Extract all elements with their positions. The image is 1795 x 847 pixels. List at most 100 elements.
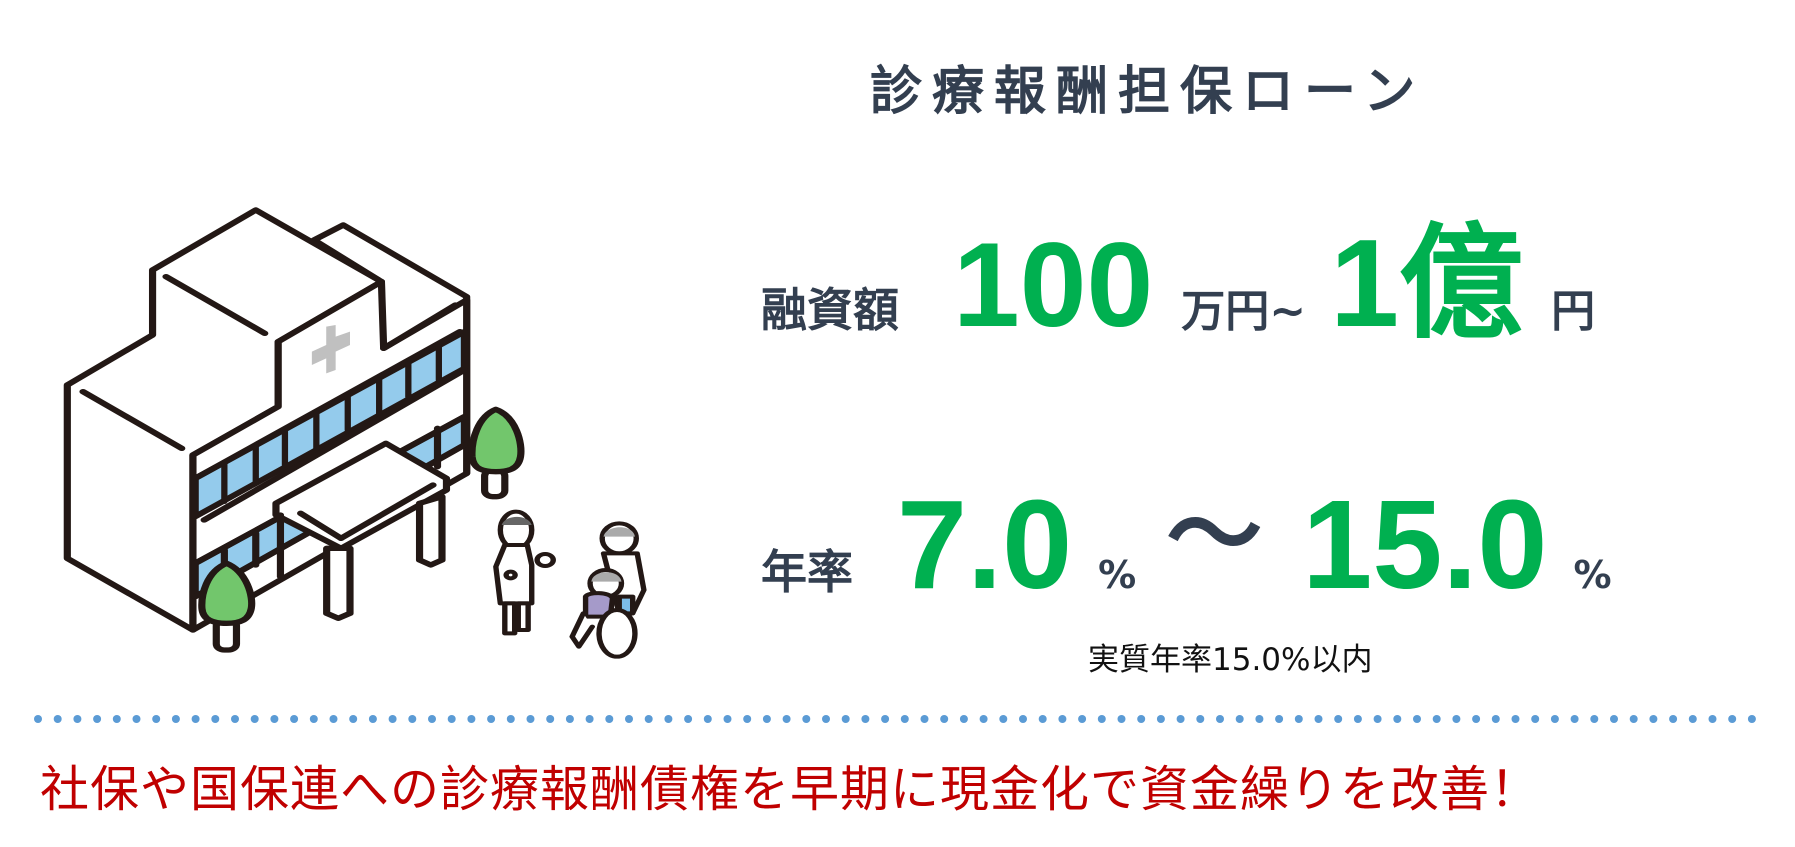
hospital-illustration xyxy=(63,207,647,659)
divider-dot xyxy=(73,715,82,723)
divider-dot xyxy=(152,715,161,723)
divider-dot xyxy=(270,715,279,723)
divider-dot xyxy=(1413,715,1421,723)
loan-amount-max: 1億 xyxy=(1330,215,1524,353)
divider-dot xyxy=(1610,715,1618,723)
effective-rate-note: 実質年率15.0%以内 xyxy=(1088,642,1373,678)
divider-dot xyxy=(1373,715,1382,723)
divider-dot xyxy=(585,715,594,723)
divider-dot xyxy=(1649,715,1658,723)
divider-dot xyxy=(703,715,712,723)
loan-amount-min: 100 xyxy=(953,218,1154,352)
divider-dot xyxy=(191,715,200,723)
divider-dot xyxy=(644,715,653,723)
hospital-building-icon xyxy=(63,207,471,633)
divider-dot xyxy=(881,715,890,723)
divider-dot xyxy=(1235,715,1244,723)
divider-dot xyxy=(467,715,476,723)
divider-dot xyxy=(1728,715,1737,723)
loan-amount-max-unit: 円 xyxy=(1551,286,1596,337)
divider-dot xyxy=(1019,715,1027,723)
divider-dot xyxy=(1334,715,1343,723)
tree-icon xyxy=(468,406,525,500)
divider-dot xyxy=(1097,715,1106,723)
interest-rate-max-unit: % xyxy=(1573,553,1612,597)
divider-dot xyxy=(841,715,850,723)
divider-dot xyxy=(684,715,693,723)
divider-dot xyxy=(329,715,338,723)
divider-dot xyxy=(1176,715,1185,723)
divider-dot xyxy=(1393,715,1402,723)
divider-dot xyxy=(900,715,909,723)
divider-dot xyxy=(1511,715,1520,723)
divider-dot xyxy=(565,715,574,723)
divider-dot xyxy=(132,715,141,723)
divider-dot xyxy=(1275,715,1284,723)
dotted-divider xyxy=(34,715,1756,723)
loan-amount-row: 融資額 100 万円~ 1億 円 xyxy=(761,222,1595,346)
divider-dot xyxy=(1432,715,1441,723)
divider-dot xyxy=(1255,715,1264,723)
divider-dot xyxy=(526,715,535,723)
divider-dot xyxy=(861,715,870,723)
divider-dot xyxy=(1669,715,1678,723)
divider-dot xyxy=(1570,715,1579,723)
nurse-icon xyxy=(493,509,556,636)
divider-dot xyxy=(1708,715,1717,723)
divider-dot xyxy=(53,715,62,723)
divider-dot xyxy=(1472,715,1481,723)
divider-dot xyxy=(1550,715,1559,723)
divider-dot xyxy=(309,715,318,723)
divider-dot xyxy=(802,715,811,723)
divider-dot xyxy=(388,715,397,723)
divider-dot xyxy=(368,715,377,723)
divider-dot xyxy=(428,715,436,723)
divider-dot xyxy=(920,715,929,723)
loan-amount-min-unit: 万円~ xyxy=(1181,286,1307,337)
divider-dot xyxy=(250,715,259,723)
divider-dot xyxy=(290,715,299,723)
interest-rate-min-unit: % xyxy=(1098,553,1137,597)
divider-dot xyxy=(1531,715,1540,723)
divider-dot xyxy=(1629,715,1638,723)
divider-dot xyxy=(822,715,830,723)
divider-dot xyxy=(93,715,102,723)
divider-dot xyxy=(940,715,949,723)
interest-rate-row: 年率 7.0 % ～ 15.0 % xyxy=(761,482,1612,608)
interest-rate-separator: ～ xyxy=(1166,479,1263,591)
divider-dot xyxy=(1590,715,1599,723)
divider-dot xyxy=(605,715,614,723)
divider-dot xyxy=(1314,715,1323,723)
divider-dot xyxy=(506,715,515,723)
divider-dot xyxy=(1294,715,1303,723)
divider-dot xyxy=(211,715,220,723)
divider-dot xyxy=(625,715,633,723)
divider-dot xyxy=(959,715,968,723)
tree-icon xyxy=(198,560,256,653)
divider-dot xyxy=(1058,715,1067,723)
divider-dot xyxy=(112,715,121,723)
wheelchair-patient-icon xyxy=(569,521,647,659)
divider-dot xyxy=(1216,715,1224,723)
divider-dot xyxy=(171,715,180,723)
divider-dot xyxy=(1117,715,1126,723)
divider-dot xyxy=(1353,715,1362,723)
divider-dot xyxy=(1038,715,1047,723)
medical-cross-icon xyxy=(311,325,350,374)
divider-dot xyxy=(408,715,417,723)
divider-dot xyxy=(231,715,239,723)
divider-dot xyxy=(1747,715,1756,723)
interest-rate-label: 年率 xyxy=(761,545,853,599)
divider-dot xyxy=(1156,715,1165,723)
divider-dot xyxy=(723,715,732,723)
divider-dot xyxy=(664,715,673,723)
divider-dot xyxy=(487,715,496,723)
divider-dot xyxy=(1196,715,1205,723)
loan-amount-label: 融資額 xyxy=(761,283,899,337)
divider-dot xyxy=(1078,715,1087,723)
divider-dot xyxy=(762,715,771,723)
divider-dot xyxy=(1452,715,1461,723)
divider-dot xyxy=(1137,715,1146,723)
divider-dot xyxy=(999,715,1008,723)
tagline: 社保や国保連への診療報酬債権を早期に現金化で資金繰りを改善！ xyxy=(40,761,1541,818)
